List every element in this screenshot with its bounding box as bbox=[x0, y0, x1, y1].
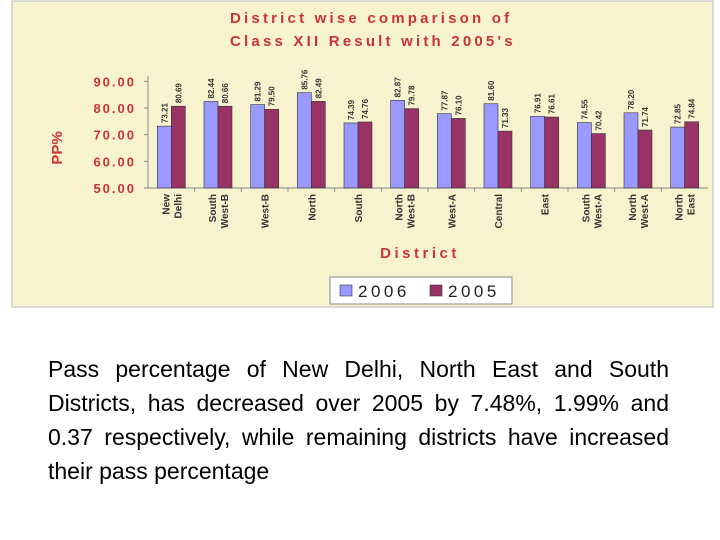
legend-label: 2006 bbox=[358, 282, 410, 301]
bar bbox=[357, 121, 373, 189]
x-tick-label: North bbox=[628, 194, 639, 221]
value-label: 74.76 bbox=[361, 98, 370, 119]
x-tick-label: West-B bbox=[261, 194, 272, 228]
x-tick-label: South bbox=[208, 194, 219, 222]
legend-swatch bbox=[429, 284, 443, 297]
chart-title: District wise comparison of bbox=[230, 10, 512, 27]
bar bbox=[451, 118, 466, 189]
value-label: 71.33 bbox=[501, 108, 510, 129]
chart-title: Class XII Result with 2005's bbox=[230, 33, 516, 50]
value-label: 72.85 bbox=[674, 103, 683, 124]
value-label: 82.44 bbox=[207, 78, 216, 99]
x-tick-label: North bbox=[675, 194, 686, 221]
value-label: 71.74 bbox=[641, 106, 650, 127]
x-tick-label: Delhi bbox=[173, 194, 184, 219]
bar bbox=[203, 101, 219, 189]
caption: Pass percentage of New Delhi, North East… bbox=[48, 356, 669, 484]
x-tick-label: Central bbox=[494, 194, 505, 229]
x-tick-label: North bbox=[395, 194, 406, 221]
bar bbox=[311, 101, 326, 189]
legend bbox=[329, 276, 513, 305]
y-tick-label: 80.00 bbox=[93, 101, 136, 116]
value-label: 76.10 bbox=[454, 95, 463, 116]
bar bbox=[637, 129, 653, 189]
bar bbox=[157, 125, 172, 189]
bar bbox=[171, 105, 186, 189]
x-tick-label: West-B bbox=[220, 194, 231, 228]
bar bbox=[343, 122, 359, 189]
bar bbox=[250, 104, 265, 189]
y-tick-label: 60.00 bbox=[93, 154, 136, 169]
legend-label: 2005 bbox=[448, 282, 500, 301]
x-tick-label: East bbox=[687, 193, 698, 215]
bar bbox=[217, 105, 233, 189]
bar bbox=[591, 133, 606, 189]
value-label: 76.91 bbox=[534, 93, 543, 114]
value-label: 82.87 bbox=[394, 77, 403, 98]
x-axis-label: District bbox=[380, 245, 460, 262]
y-tick-label: 50.00 bbox=[93, 181, 136, 196]
value-label: 79.78 bbox=[408, 85, 417, 106]
x-tick-label: North bbox=[307, 194, 318, 221]
value-label: 74.39 bbox=[347, 99, 356, 120]
value-label: 70.42 bbox=[594, 110, 603, 131]
value-label: 81.60 bbox=[487, 80, 496, 101]
x-tick-label: South bbox=[354, 194, 365, 222]
x-tick-label: South bbox=[581, 194, 592, 222]
bar bbox=[670, 126, 685, 189]
bar bbox=[544, 116, 559, 189]
x-tick-label: New bbox=[161, 194, 172, 215]
value-label: 77.87 bbox=[440, 90, 449, 111]
bar bbox=[264, 109, 279, 189]
x-tick-label: West-A bbox=[593, 194, 604, 228]
y-tick-label: 90.00 bbox=[93, 74, 136, 89]
x-tick-label: East bbox=[541, 193, 552, 215]
bar bbox=[390, 100, 405, 189]
value-label: 74.55 bbox=[580, 99, 589, 120]
value-label: 76.61 bbox=[548, 93, 557, 114]
x-tick-label: West-A bbox=[447, 194, 458, 228]
bar bbox=[404, 108, 419, 189]
bar bbox=[297, 92, 312, 189]
value-label: 85.76 bbox=[300, 69, 309, 90]
value-label: 73.21 bbox=[160, 103, 169, 124]
bar bbox=[530, 115, 545, 189]
bar bbox=[483, 103, 499, 189]
value-label: 74.84 bbox=[688, 98, 697, 119]
bar bbox=[577, 122, 592, 189]
bar bbox=[497, 130, 513, 189]
x-tick-label: West-B bbox=[407, 194, 418, 228]
chart: District wise comparison of Class XII Re… bbox=[11, 0, 714, 308]
legend-swatch bbox=[339, 284, 353, 297]
y-tick-label: 70.00 bbox=[93, 128, 136, 143]
value-label: 82.49 bbox=[314, 78, 323, 99]
x-tick-label: West-A bbox=[640, 194, 651, 228]
bar bbox=[437, 113, 452, 189]
value-label: 80.66 bbox=[221, 83, 230, 104]
bar bbox=[623, 112, 639, 189]
value-label: 80.69 bbox=[174, 83, 183, 104]
value-label: 78.20 bbox=[627, 89, 636, 110]
value-label: 81.29 bbox=[254, 81, 263, 102]
bar bbox=[684, 121, 699, 189]
y-axis-label: PP% bbox=[49, 131, 66, 164]
value-label: 79.50 bbox=[268, 86, 277, 107]
